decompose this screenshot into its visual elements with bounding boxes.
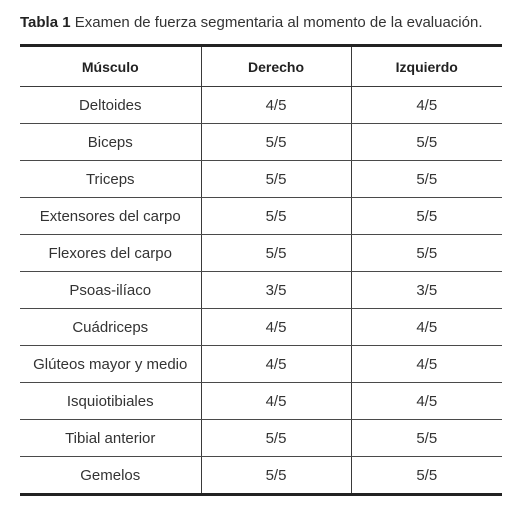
table-row: Glúteos mayor y medio 4/5 4/5 (20, 345, 502, 383)
muscle-cell: Glúteos mayor y medio (20, 345, 201, 383)
left-strength-cell: 3/5 (350, 271, 502, 309)
right-strength-cell: 5/5 (200, 456, 351, 496)
table-row: Cuádriceps 4/5 4/5 (20, 308, 502, 346)
table-row: Gemelos 5/5 5/5 (20, 456, 502, 496)
muscle-cell: Deltoides (20, 86, 201, 124)
table-caption-label: Tabla 1 (20, 14, 71, 31)
table-body: Deltoides 4/5 4/5 Biceps 5/5 5/5 Triceps… (20, 86, 502, 496)
column-header-left: Izquierdo (350, 45, 502, 87)
left-strength-cell: 4/5 (350, 345, 502, 383)
muscle-cell: Triceps (20, 160, 201, 198)
column-header-muscle: Músculo (81, 58, 139, 75)
table-header: Músculo Derecho Izquierdo (20, 45, 502, 87)
table-row: Biceps 5/5 5/5 (20, 123, 502, 161)
table-row: Isquiotibiales 4/5 4/5 (20, 382, 502, 420)
right-strength-cell: 3/5 (200, 271, 351, 309)
right-strength-cell: 5/5 (200, 123, 351, 161)
left-strength-cell: 5/5 (350, 456, 502, 496)
muscle-cell: Extensores del carpo (20, 197, 201, 235)
table-row: Flexores del carpo 5/5 5/5 (20, 234, 502, 272)
muscle-cell: Cuádriceps (20, 308, 201, 346)
right-strength-cell: 5/5 (200, 197, 351, 235)
right-strength-cell: 4/5 (200, 86, 351, 124)
table-row: Psoas-ilíaco 3/5 3/5 (20, 271, 502, 309)
strength-table-container: Músculo Derecho Izquierdo Deltoides 4/5 … (20, 44, 502, 496)
muscle-cell: Isquiotibiales (20, 382, 201, 420)
table-row: Tibial anterior 5/5 5/5 (20, 419, 502, 457)
left-strength-cell: 5/5 (350, 123, 502, 161)
right-strength-cell: 4/5 (200, 382, 351, 420)
muscle-cell: Flexores del carpo (20, 234, 201, 272)
column-header-right: Derecho (200, 45, 351, 87)
right-strength-cell: 5/5 (200, 419, 351, 457)
table-row: Extensores del carpo 5/5 5/5 (20, 197, 502, 235)
table-row: Deltoides 4/5 4/5 (20, 86, 502, 124)
right-strength-cell: 4/5 (200, 308, 351, 346)
right-strength-cell: 4/5 (200, 345, 351, 383)
left-strength-cell: 5/5 (350, 234, 502, 272)
table-row: Triceps 5/5 5/5 (20, 160, 502, 198)
muscle-cell: Biceps (20, 123, 201, 161)
left-strength-cell: 5/5 (350, 160, 502, 198)
table-caption: Tabla 1 Examen de fuerza segmentaria al … (20, 13, 482, 33)
right-strength-cell: 5/5 (200, 160, 351, 198)
header-row: Músculo Derecho Izquierdo (20, 45, 502, 87)
left-strength-cell: 4/5 (350, 86, 502, 124)
left-strength-cell: 4/5 (350, 308, 502, 346)
strength-table: Músculo Derecho Izquierdo Deltoides 4/5 … (20, 44, 502, 496)
left-strength-cell: 4/5 (350, 382, 502, 420)
muscle-cell: Psoas-ilíaco (20, 271, 201, 309)
muscle-cell: Tibial anterior (20, 419, 201, 457)
right-strength-cell: 5/5 (200, 234, 351, 272)
muscle-cell: Gemelos (20, 456, 201, 496)
table-caption-text: Examen de fuerza segmentaria al momento … (74, 14, 483, 31)
left-strength-cell: 5/5 (350, 419, 502, 457)
left-strength-cell: 5/5 (350, 197, 502, 235)
